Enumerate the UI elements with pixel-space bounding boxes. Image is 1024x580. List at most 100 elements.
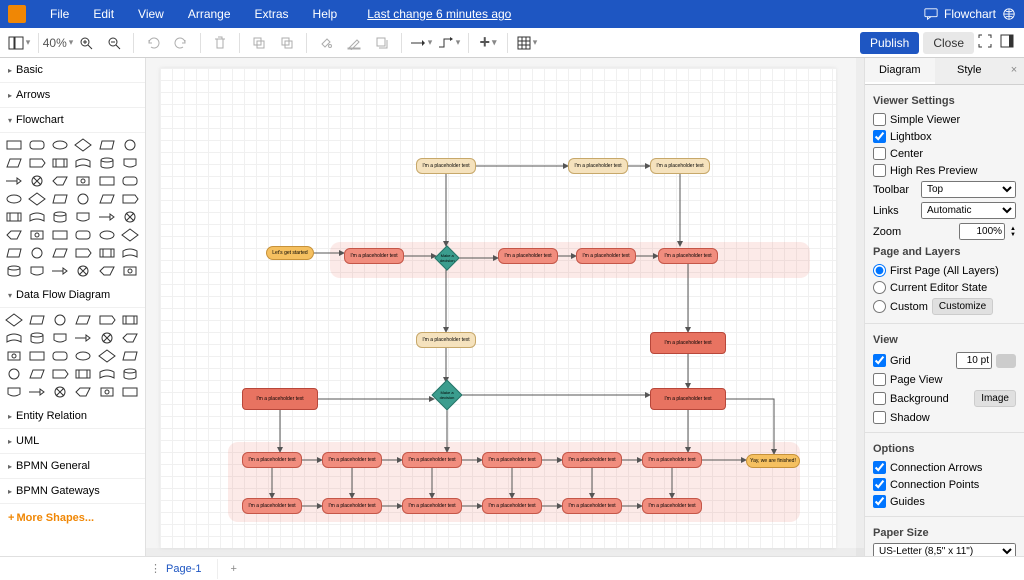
palette-shape[interactable] — [50, 173, 70, 189]
palette-shape[interactable] — [50, 209, 70, 225]
palette-shape[interactable] — [73, 137, 93, 153]
customize-button[interactable]: Customize — [932, 298, 993, 315]
palette-shape[interactable] — [4, 245, 24, 261]
highres-checkbox[interactable]: High Res Preview — [873, 162, 1016, 179]
tab-diagram[interactable]: Diagram — [865, 58, 935, 84]
palette-shape[interactable] — [120, 155, 140, 171]
conn-arrows-checkbox[interactable]: Connection Arrows — [873, 459, 1016, 476]
palette-shape[interactable] — [73, 155, 93, 171]
palette-shape[interactable] — [97, 227, 117, 243]
publish-button[interactable]: Publish — [860, 32, 919, 54]
palette-shape[interactable] — [4, 227, 24, 243]
palette-cat-basic[interactable]: ▸Basic — [0, 58, 145, 83]
links-select[interactable]: Automatic — [921, 202, 1016, 219]
flowchart-node[interactable]: I'm a placeholder text — [650, 388, 726, 410]
palette-shape[interactable] — [50, 312, 70, 328]
lightbox-checkbox[interactable]: Lightbox — [873, 128, 1016, 145]
palette-shape[interactable] — [120, 366, 140, 382]
line-color-button[interactable] — [341, 31, 367, 55]
canvas[interactable]: I'm a placeholder text I'm a placeholder … — [146, 58, 864, 556]
flowchart-node[interactable]: I'm a placeholder text — [322, 498, 382, 514]
palette-shape[interactable] — [73, 245, 93, 261]
palette-shape[interactable] — [120, 312, 140, 328]
palette-shape[interactable] — [120, 263, 140, 279]
palette-shape[interactable] — [73, 263, 93, 279]
palette-shape[interactable] — [4, 263, 24, 279]
palette-cat-bpmn-general[interactable]: ▸BPMN General — [0, 454, 145, 479]
page-tab-1[interactable]: Page-1 — [150, 559, 218, 579]
palette-shape[interactable] — [73, 330, 93, 346]
tab-style[interactable]: Style — [935, 58, 1005, 84]
last-change-link[interactable]: Last change 6 minutes ago — [355, 7, 523, 21]
palette-cat-dfd[interactable]: ▾Data Flow Diagram — [0, 283, 145, 308]
palette-shape[interactable] — [4, 155, 24, 171]
pageview-checkbox[interactable]: Page View — [873, 371, 1016, 388]
flowchart-node[interactable]: I'm a placeholder text — [498, 248, 558, 264]
palette-shape[interactable] — [120, 209, 140, 225]
menu-file[interactable]: File — [38, 7, 81, 21]
flowchart-node[interactable]: I'm a placeholder text — [642, 452, 702, 468]
palette-cat-flowchart[interactable]: ▾Flowchart — [0, 108, 145, 133]
palette-shape[interactable] — [73, 384, 93, 400]
flowchart-node[interactable]: I'm a placeholder text — [242, 388, 318, 410]
palette-shape[interactable] — [27, 191, 47, 207]
paper-size-select[interactable]: US-Letter (8,5" x 11") — [873, 543, 1016, 556]
palette-shape[interactable] — [97, 312, 117, 328]
palette-cat-uml[interactable]: ▸UML — [0, 429, 145, 454]
palette-shape[interactable] — [97, 209, 117, 225]
first-page-radio[interactable]: First Page (All Layers) — [873, 262, 1016, 279]
delete-button[interactable] — [207, 31, 233, 55]
palette-shape[interactable] — [73, 191, 93, 207]
palette-shape[interactable] — [97, 173, 117, 189]
palette-shape[interactable] — [97, 191, 117, 207]
flowchart-node[interactable]: I'm a placeholder text — [242, 452, 302, 468]
palette-shape[interactable] — [50, 384, 70, 400]
flowchart-node[interactable]: I'm a placeholder text — [576, 248, 636, 264]
connection-button[interactable]: ▾ — [408, 31, 434, 55]
page-menu-icon[interactable]: ⋮ — [0, 562, 150, 575]
palette-shape[interactable] — [50, 245, 70, 261]
palette-shape[interactable] — [27, 155, 47, 171]
flowchart-node[interactable]: I'm a placeholder text — [482, 452, 542, 468]
flowchart-node[interactable]: I'm a placeholder text — [658, 248, 718, 264]
palette-shape[interactable] — [50, 155, 70, 171]
add-page-button[interactable]: + — [218, 559, 248, 579]
flowchart-node[interactable]: I'm a placeholder text — [344, 248, 404, 264]
flowchart-node[interactable]: I'm a placeholder text — [416, 332, 476, 348]
palette-shape[interactable] — [27, 348, 47, 364]
insert-button[interactable]: +▾ — [475, 31, 501, 55]
to-front-button[interactable] — [246, 31, 272, 55]
palette-shape[interactable] — [97, 245, 117, 261]
scrollbar-vertical[interactable] — [856, 58, 864, 556]
palette-shape[interactable] — [4, 348, 24, 364]
menu-edit[interactable]: Edit — [81, 7, 126, 21]
waypoint-button[interactable]: ▾ — [436, 31, 462, 55]
globe-icon[interactable] — [1002, 7, 1016, 21]
chat-icon[interactable] — [924, 7, 938, 21]
palette-shape[interactable] — [50, 348, 70, 364]
palette-shape[interactable] — [97, 155, 117, 171]
palette-cat-bpmn-gateways[interactable]: ▸BPMN Gateways — [0, 479, 145, 504]
flowchart-node[interactable]: I'm a placeholder text — [562, 452, 622, 468]
palette-shape[interactable] — [4, 330, 24, 346]
custom-radio[interactable]: Custom Customize — [873, 296, 1016, 317]
menu-view[interactable]: View — [126, 7, 176, 21]
current-state-radio[interactable]: Current Editor State — [873, 279, 1016, 296]
palette-shape[interactable] — [120, 137, 140, 153]
guides-checkbox[interactable]: Guides — [873, 493, 1016, 510]
palette-shape[interactable] — [97, 384, 117, 400]
palette-shape[interactable] — [27, 245, 47, 261]
palette-shape[interactable] — [73, 348, 93, 364]
more-shapes-button[interactable]: +More Shapes... — [0, 504, 145, 532]
palette-shape[interactable] — [73, 227, 93, 243]
conn-points-checkbox[interactable]: Connection Points — [873, 476, 1016, 493]
palette-shape[interactable] — [27, 330, 47, 346]
palette-shape[interactable] — [50, 330, 70, 346]
palette-shape[interactable] — [97, 366, 117, 382]
view-mode-button[interactable]: ▾ — [6, 31, 32, 55]
shadow-button[interactable] — [369, 31, 395, 55]
flowchart-node[interactable]: I'm a placeholder text — [402, 498, 462, 514]
grid-color-swatch[interactable] — [996, 354, 1016, 368]
palette-cat-er[interactable]: ▸Entity Relation — [0, 404, 145, 429]
palette-shape[interactable] — [27, 137, 47, 153]
